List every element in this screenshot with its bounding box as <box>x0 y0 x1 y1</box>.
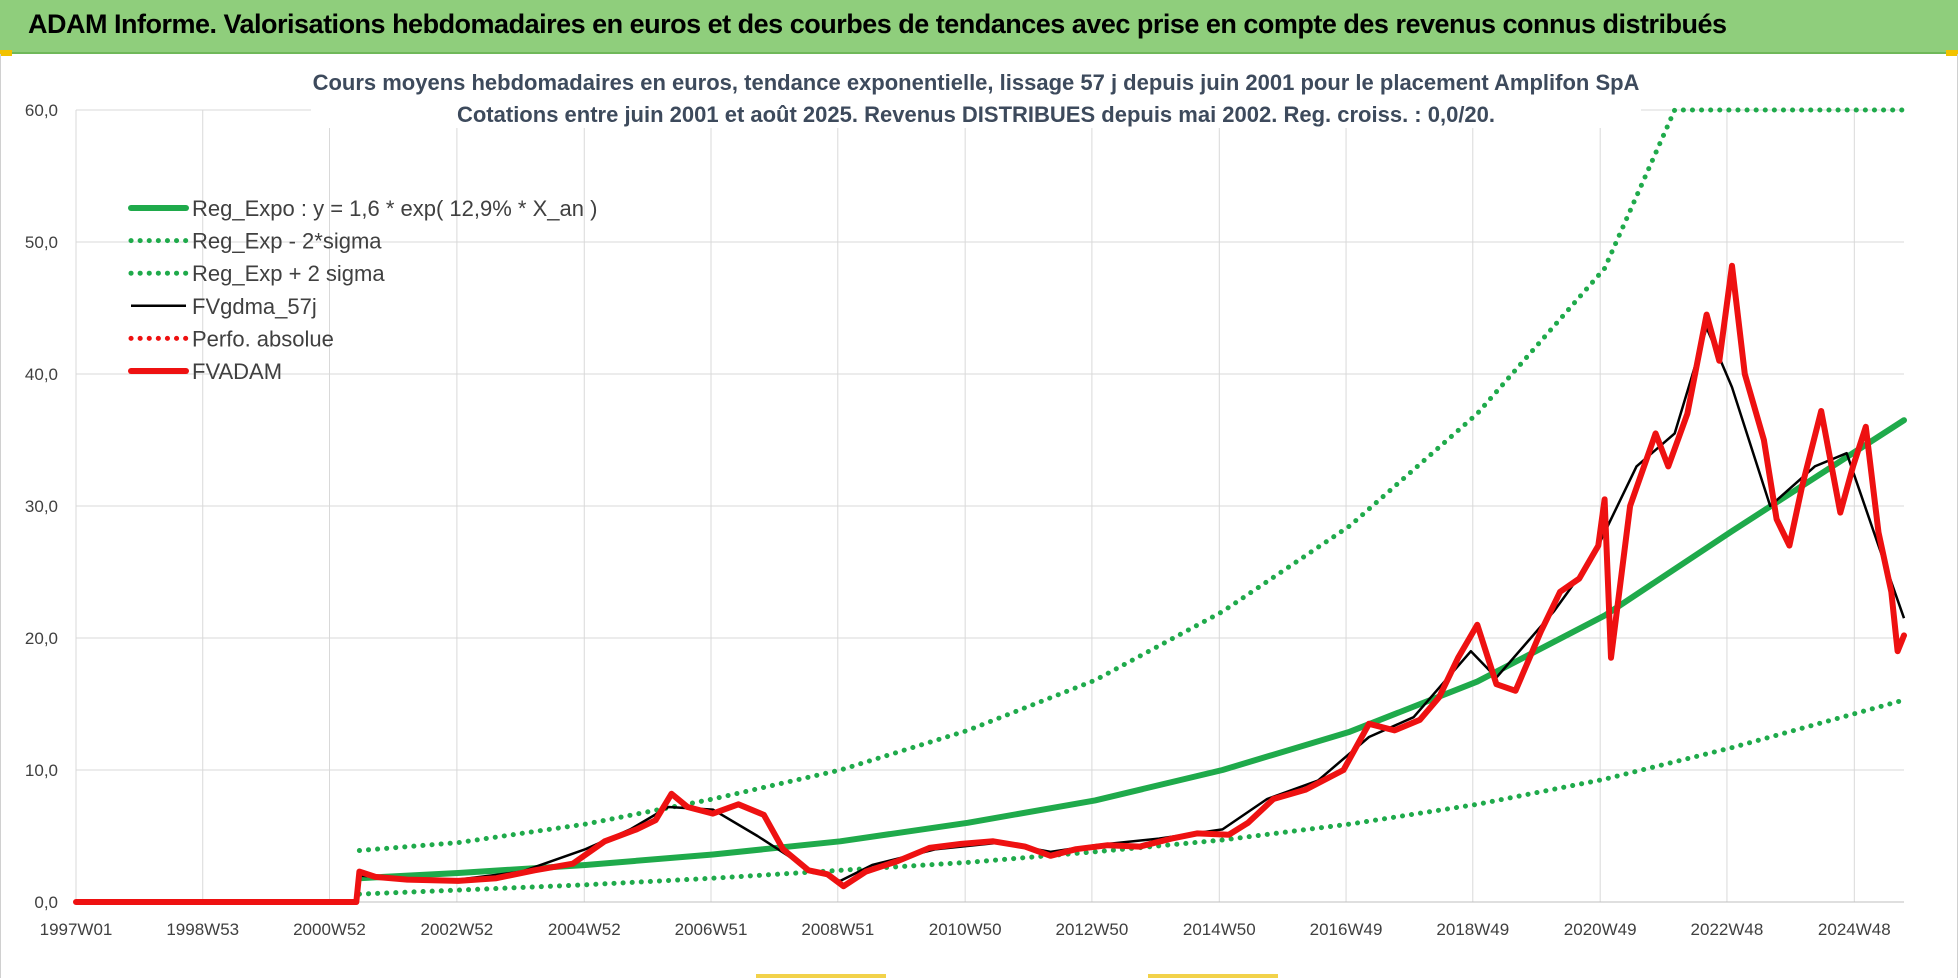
chart-title-block: Cours moyens hebdomadaires en euros, ten… <box>311 66 1641 128</box>
x-tick-label: 2014W50 <box>1183 920 1256 939</box>
x-tick-label: 1997W01 <box>40 920 113 939</box>
bottom-mark-1 <box>756 974 886 978</box>
y-tick-label: 20,0 <box>25 629 58 648</box>
x-tick-label: 2022W48 <box>1691 920 1764 939</box>
legend-entry: Perfo. absolue <box>192 326 334 351</box>
legend: Reg_Expo : y = 1,6 * exp( 12,9% * X_an )… <box>128 196 597 384</box>
legend-entry: Reg_Exp - 2*sigma <box>192 229 382 254</box>
header-bar: ADAM Informe. Valorisations hebdomadaire… <box>0 0 1958 54</box>
y-tick-label: 30,0 <box>25 497 58 516</box>
x-tick-label: 2024W48 <box>1818 920 1891 939</box>
chart-title: Cours moyens hebdomadaires en euros, ten… <box>313 70 1640 95</box>
chart-frame: 1997W01 1998W53 2000W52 2002W52 2004W52 2006W… <box>0 54 1958 978</box>
corner-mark-left <box>0 50 12 56</box>
x-tick-label: 2010W50 <box>929 920 1002 939</box>
series-line-5 <box>73 262 1907 905</box>
series-line-0 <box>356 417 1907 882</box>
x-tick-label: 2020W49 <box>1564 920 1637 939</box>
legend-entry: FVADAM <box>192 359 282 384</box>
corner-mark-right <box>1946 50 1958 56</box>
x-tick-label: 2000W52 <box>293 920 366 939</box>
chart-canvas: 1997W01 1998W53 2000W52 2002W52 2004W52 2006W… <box>25 66 1907 939</box>
x-tick-label: 2002W52 <box>420 920 493 939</box>
y-tick-label: 0,0 <box>34 893 58 912</box>
x-tick-label: 2006W51 <box>675 920 748 939</box>
y-tick-label: 10,0 <box>25 761 58 780</box>
x-tick-label: 2004W52 <box>548 920 621 939</box>
series-line-1 <box>356 697 1907 897</box>
title-backdrop <box>311 66 1641 128</box>
x-tick-label: 2018W49 <box>1436 920 1509 939</box>
legend-entry: FVgdma_57j <box>192 294 317 319</box>
x-tick-label: 1998W53 <box>166 920 239 939</box>
x-tick-label: 2008W51 <box>801 920 874 939</box>
x-tick-label: 2012W50 <box>1056 920 1129 939</box>
series-line-2 <box>356 107 1907 853</box>
bottom-mark-2 <box>1148 974 1278 978</box>
x-axis-ticks: 1997W01 1998W53 2000W52 2002W52 2004W52 2006W… <box>40 920 1891 939</box>
chart-subtitle: Cotations entre juin 2001 et août 2025. … <box>457 102 1495 127</box>
legend-entry: Reg_Exp + 2 sigma <box>192 261 385 286</box>
y-axis-ticks: 0,0 10,0 20,0 30,0 40,0 50,0 60,0 <box>25 101 58 912</box>
page-title: ADAM Informe. Valorisations hebdomadaire… <box>28 9 1727 39</box>
series-layer <box>73 107 1907 905</box>
y-tick-label: 50,0 <box>25 233 58 252</box>
x-tick-label: 2016W49 <box>1310 920 1383 939</box>
legend-entry: Reg_Expo : y = 1,6 * exp( 12,9% * X_an ) <box>192 196 597 221</box>
y-tick-label: 40,0 <box>25 365 58 384</box>
y-tick-label: 60,0 <box>25 101 58 120</box>
